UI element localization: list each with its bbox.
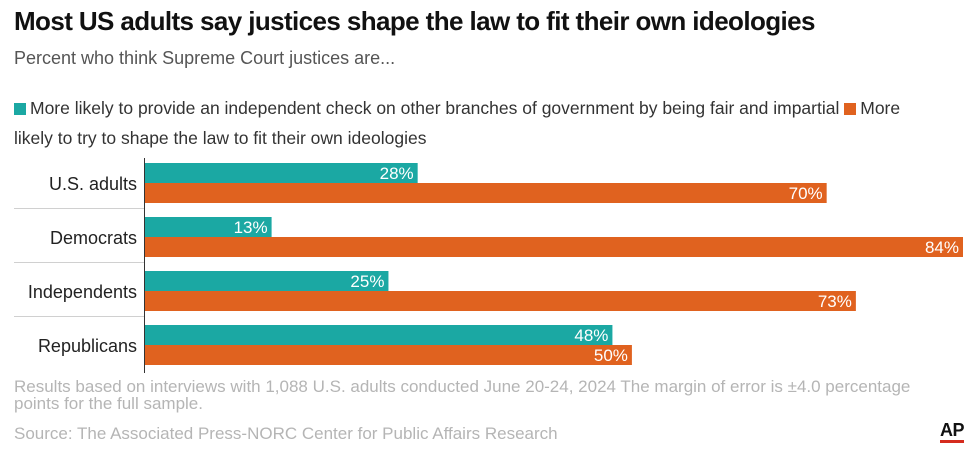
bar-independent: [145, 325, 613, 345]
legend-label-independent: More likely to provide an independent ch…: [30, 98, 840, 118]
data-label: 50%: [594, 346, 628, 365]
legend: More likely to provide an independent ch…: [14, 93, 914, 153]
data-label: 84%: [925, 238, 959, 257]
methodology-note: Results based on interviews with 1,088 U…: [14, 377, 911, 413]
chart-title: Most US adults say justices shape the la…: [14, 6, 815, 36]
legend-swatch-independent: [14, 103, 26, 115]
category-label: U.S. adults: [49, 174, 137, 194]
bar-ideology: [145, 237, 963, 257]
category-label: Independents: [28, 282, 137, 302]
ap-logo-underline: [940, 440, 964, 443]
chart-subtitle: Percent who think Supreme Court justices…: [14, 48, 396, 68]
ap-logo: AP: [940, 420, 965, 440]
data-label: 48%: [574, 326, 608, 345]
bar-independent: [145, 271, 389, 291]
bar-ideology: [145, 291, 856, 311]
category-label: Democrats: [50, 228, 137, 248]
data-label: 28%: [380, 164, 414, 183]
bar-ideology: [145, 183, 827, 203]
data-label: 70%: [789, 184, 823, 203]
bar-chart: U.S. adults 28% 70% Democrats 13% 84% Independ…: [14, 158, 963, 373]
legend-label-ideology: More likely to try to shape the law to f…: [14, 98, 901, 148]
bar-independent: [145, 217, 272, 237]
category-label: Republicans: [38, 336, 137, 356]
bar-ideology: [145, 345, 632, 365]
data-label: 25%: [350, 272, 384, 291]
data-label: 13%: [234, 218, 268, 237]
data-label: 73%: [818, 292, 852, 311]
legend-swatch-ideology: [844, 103, 857, 115]
bar-independent: [145, 163, 418, 183]
source-note: Source: The Associated Press-NORC Center…: [14, 424, 558, 443]
